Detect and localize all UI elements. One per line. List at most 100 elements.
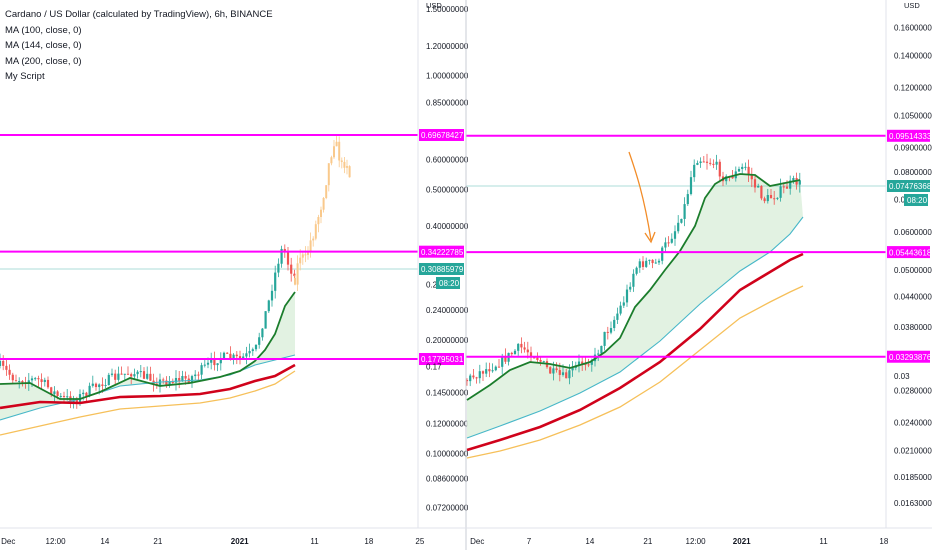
time-tick-label: 18: [879, 537, 888, 546]
legend-ma-200[interactable]: MA (200, close, 0): [5, 55, 82, 67]
candle-body: [46, 379, 50, 388]
time-tick-label: 12:00: [686, 537, 707, 546]
candle-body: [2, 361, 5, 366]
candle-body: [469, 375, 472, 382]
candle-body: [693, 164, 696, 178]
countdown-label: 08:20: [439, 279, 460, 288]
candle-body: [635, 267, 638, 274]
time-tick-label: 14: [585, 537, 594, 546]
legend-my-script[interactable]: My Script: [5, 71, 45, 82]
ma-line-teal: [466, 216, 804, 439]
ma-line-green: [466, 173, 801, 401]
projected-body: [333, 146, 335, 158]
ma-line-green: [0, 291, 296, 400]
candle-body: [504, 355, 507, 362]
candle-body: [27, 380, 30, 384]
candle-body: [37, 378, 40, 380]
price-tick-label: 0.85000000: [426, 98, 469, 107]
candle-body: [501, 355, 504, 367]
candle-body: [536, 357, 539, 360]
level-price-tag: [887, 246, 930, 259]
candle-body: [789, 180, 792, 189]
candle-body: [293, 273, 296, 277]
candle-body: [645, 260, 648, 267]
price-tick-label: 0.12000000: [894, 83, 932, 92]
candle-body: [533, 357, 536, 359]
price-tick-label: 0.28: [426, 281, 442, 290]
projected-body: [343, 161, 346, 168]
candle-body: [744, 166, 747, 168]
candle-body: [53, 391, 56, 395]
candle-body: [638, 261, 641, 268]
ma-fill-area: [0, 292, 295, 420]
level-price-label: 0.05443618: [889, 248, 932, 257]
legend-ma-144[interactable]: MA (144, close, 0): [5, 40, 82, 51]
projected-body: [330, 157, 333, 164]
level-price-label: 0.69678427: [421, 131, 464, 140]
candle-body: [747, 166, 750, 175]
candle-body: [677, 222, 680, 232]
level-price-tag: [887, 350, 930, 363]
candle-body: [194, 374, 197, 377]
level-price-label: 0.03293876: [889, 353, 932, 362]
candle-body: [98, 384, 101, 388]
price-tick-label: 0.03: [894, 372, 910, 381]
candle-body: [104, 385, 107, 387]
candle-body: [280, 248, 283, 264]
projected-body: [296, 263, 299, 285]
candle-body: [14, 380, 18, 382]
candle-body: [117, 373, 120, 380]
candle-body: [168, 381, 171, 386]
candle-body: [142, 371, 146, 379]
price-tick-label: 0.40000000: [426, 222, 469, 231]
candle-body: [712, 163, 715, 165]
candle-body: [114, 373, 117, 380]
candle-body: [139, 371, 142, 373]
candle-body: [56, 391, 59, 396]
legend-ma-100[interactable]: MA (100, close, 0): [5, 24, 82, 36]
projected-body: [325, 185, 328, 199]
time-tick-label: 11: [310, 537, 319, 546]
candle-body: [251, 349, 254, 352]
candle-body: [136, 371, 139, 375]
candle-body: [85, 392, 88, 397]
projected-body: [320, 209, 322, 218]
time-tick-label: 25: [415, 537, 424, 546]
candle-body: [261, 328, 264, 338]
ma-line-red: [466, 252, 804, 452]
time-axis: Dec 12:00 14 21 2021 11 18 25: [1, 537, 425, 546]
time-tick-label: Dec: [1, 537, 15, 546]
candle-body: [181, 376, 184, 381]
projected-body: [348, 166, 351, 178]
candle-body: [0, 361, 2, 366]
candle-body: [766, 195, 769, 202]
price-tick-label: 1.50000000: [426, 5, 469, 14]
candle-body: [555, 368, 558, 371]
price-tick-label: 0.07: [894, 196, 910, 205]
axis-unit-label: USD: [426, 1, 442, 10]
candle-body: [526, 349, 529, 353]
candle-body: [565, 372, 568, 379]
projected-body: [317, 217, 320, 225]
candle-body: [491, 370, 494, 372]
candle-body: [149, 373, 152, 381]
candle-body: [5, 365, 8, 370]
candle-body: [616, 313, 619, 320]
candle-body: [737, 168, 741, 172]
projected-candles: [294, 136, 351, 292]
candle-body: [609, 328, 613, 333]
projected-body: [338, 141, 341, 161]
chart-panel-2: 0.09514333 0.05443618 0.03293876 USD 0.16000…: [465, 1, 932, 546]
candle-body: [606, 331, 609, 333]
candle-body: [571, 367, 574, 371]
candle-body: [568, 370, 571, 379]
candle-body: [600, 345, 603, 354]
candle-body: [238, 356, 242, 359]
candle-body: [34, 378, 37, 380]
ma-line-orange: [466, 285, 804, 459]
